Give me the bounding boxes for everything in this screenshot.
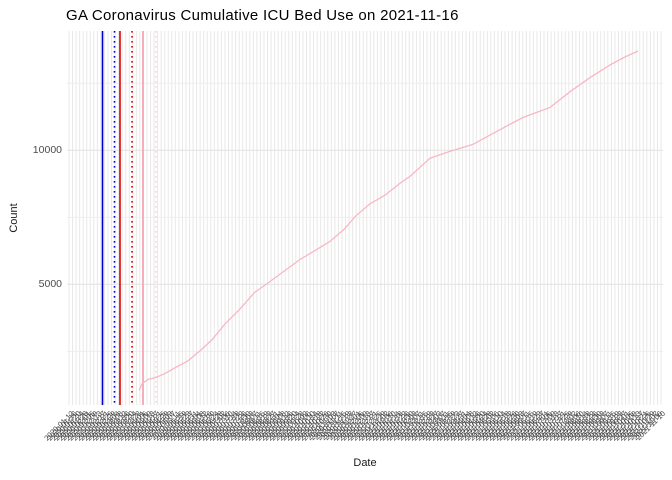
y-tick-label: 10000: [32, 144, 62, 157]
y-tick-label: 5000: [38, 278, 62, 291]
cumulative-icu-beds-line: [138, 50, 639, 391]
y-axis-title: Count: [8, 203, 20, 233]
x-axis-title: Date: [353, 457, 377, 469]
plot-panel: [67, 31, 663, 405]
chart-title: GA Coronavirus Cumulative ICU Bed Use on…: [66, 7, 459, 24]
chart-canvas: [67, 31, 663, 405]
